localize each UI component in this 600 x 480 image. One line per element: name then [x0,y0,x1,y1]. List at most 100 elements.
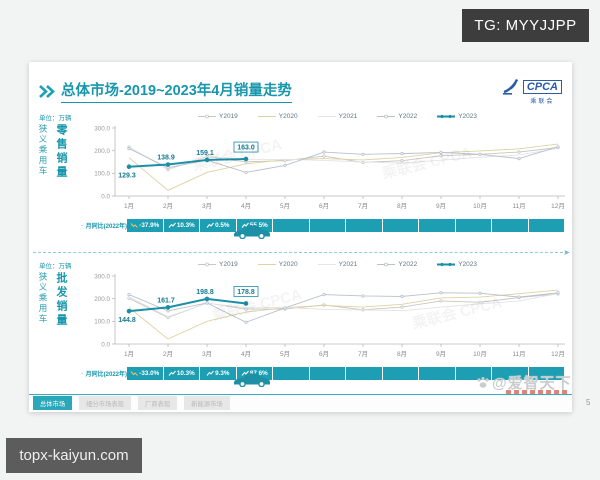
legend-item-y2023: Y2023 [437,113,477,120]
legend-item-y2022: Y2022 [377,113,417,120]
wholesale-line-chart: 300.0 200.0 100.0 0.0 1月 2月 3月 4月 5月 6月 7月 8月 9月 10月 1… [94,273,565,358]
svg-text:5月: 5月 [280,202,290,210]
svg-text:300.0: 300.0 [94,273,110,280]
svg-text:4月: 4月 [241,350,251,358]
svg-text:10月: 10月 [473,202,487,210]
yoy-cell: -33.0% [127,367,163,380]
yoy-cell [455,367,491,380]
divider-arrow-icon: ➤ [563,248,570,257]
svg-text:0.0: 0.0 [101,193,110,200]
wholesale-chart-section: 单位：万辆 狭义乘用车 批发销量 Y2019 Y2020 Y2021 Y2022 Y20… [37,258,565,394]
retail-chart-section: 单位：万辆 狭义乘用车 零售销量 Y2019 Y2020 Y2021 Y2022 Y20… [37,110,565,246]
wholesale-unit-label: 单位：万辆 [39,263,72,270]
svg-text:5月: 5月 [280,350,290,358]
wholesale-yoy-cells: -33.0% 10.3% 9.3% 87.6% [127,367,564,380]
footer-tab-4[interactable]: 新能源市场 [184,396,230,410]
legend-item-y2019: Y2019 [198,261,238,268]
yoy-cell: 9.3% [200,367,236,380]
yoy-cell [309,367,345,380]
bottom-tab-bar: 总体市场 细分市场表现 厂商表现 新能源市场 [29,394,572,410]
svg-text:3月: 3月 [202,350,212,358]
svg-text:100.0: 100.0 [94,319,110,326]
wholesale-measure-label: 批发销量 [55,272,67,328]
svg-text:4月: 4月 [241,202,251,210]
retail-measure-label: 零售销量 [55,124,67,180]
svg-text:8月: 8月 [397,350,407,358]
yoy-cell: 10.3% [163,219,199,232]
svg-text:0.0: 0.0 [101,341,110,348]
aizhi-watermark: @爱智天下 [476,372,572,393]
retail-line-chart: 300.0 200.0 100.0 0.0 1月 2月 3月 4月 5月 6月 7月 8月 9月 10月 1… [94,125,565,210]
trend-chart-icon [81,224,84,227]
svg-text:3月: 3月 [202,202,212,210]
yoy-cell [528,219,564,232]
svg-text:159.1: 159.1 [196,150,214,157]
svg-text:100.0: 100.0 [94,171,110,178]
yoy-cell [528,367,564,380]
svg-text:12月: 12月 [551,202,565,210]
paw-icon [477,376,489,388]
svg-text:7月: 7月 [358,350,368,358]
svg-text:1月: 1月 [124,202,134,210]
svg-text:10月: 10月 [473,350,487,358]
retail-yoy-label: 月同比(2022年) [81,219,127,232]
cpca-swoosh-icon [502,78,518,95]
svg-text:9月: 9月 [436,202,446,210]
svg-text:2月: 2月 [163,202,173,210]
svg-text:2月: 2月 [163,350,173,358]
page-title: 总体市场-2019~2023年4月销量走势 [61,79,292,103]
legend-item-y2021: Y2021 [317,113,358,120]
svg-text:12月: 12月 [551,350,565,358]
cpca-logo-subtext: 乘联会 [530,99,555,105]
footer-tab-3[interactable]: 厂商表现 [137,396,178,410]
footer-tab-1[interactable]: 总体市场 [33,396,73,410]
site-watermark-badge: topx-kaiyun.com [6,438,142,473]
slide-header: 总体市场-2019~2023年4月销量走势 CPCA 乘联会 [39,76,562,106]
cpca-logo: CPCA 乘联会 [501,77,562,105]
svg-text:178.8: 178.8 [237,289,255,296]
svg-text:6月: 6月 [319,350,329,358]
cpca-logo-text: CPCA [522,80,562,94]
tg-watermark-badge: TG: MYYJJPP [462,9,589,42]
svg-text:129.3: 129.3 [118,173,136,180]
svg-text:200.0: 200.0 [94,296,110,303]
svg-text:300.0: 300.0 [94,125,110,132]
page-number: 5 [586,398,591,407]
svg-text:6月: 6月 [319,202,329,210]
legend-item-y2019: Y2019 [198,113,238,120]
yoy-cell [455,219,491,232]
double-chevron-icon [39,84,55,98]
svg-text:144.8: 144.8 [118,317,136,324]
yoy-cell [382,219,418,232]
watermark-subtext [506,390,570,394]
footer-tab-2[interactable]: 细分市场表现 [79,396,131,410]
retail-legend: Y2019 Y2020 Y2021 Y2022 Y2023 [111,111,564,122]
yoy-cell [309,219,345,232]
yoy-cell: 0.5% [200,219,236,232]
retail-unit-label: 单位：万辆 [39,115,72,122]
yoy-cell [273,367,309,380]
yoy-cell [382,367,418,380]
wholesale-side-label: 狭义乘用车 [38,272,48,325]
legend-item-y2020: Y2020 [257,113,298,120]
wholesale-legend: Y2019 Y2020 Y2021 Y2022 Y2023 [111,259,564,270]
wholesale-yoy-label: 月同比(2022年) [81,367,127,380]
yoy-cell [346,219,382,232]
legend-item-y2021: Y2021 [317,261,358,268]
svg-text:200.0: 200.0 [94,148,110,155]
yoy-cell [419,219,455,232]
car-icon [234,373,270,387]
legend-item-y2023: Y2023 [437,261,477,268]
svg-text:11月: 11月 [512,350,525,358]
yoy-cell [419,367,455,380]
legend-item-y2020: Y2020 [257,261,298,268]
legend-item-y2022: Y2022 [377,261,417,268]
yoy-cell [492,219,528,232]
yoy-cell: -37.9% [127,219,163,232]
yoy-cell [346,367,382,380]
section-divider: ➤ [33,248,570,257]
svg-text:11月: 11月 [512,202,525,210]
svg-text:163.0: 163.0 [237,145,255,152]
retail-side-label: 狭义乘用车 [38,124,48,177]
slide-card: 总体市场-2019~2023年4月销量走势 CPCA 乘联会 单位：万辆 狭义乘… [29,62,572,412]
